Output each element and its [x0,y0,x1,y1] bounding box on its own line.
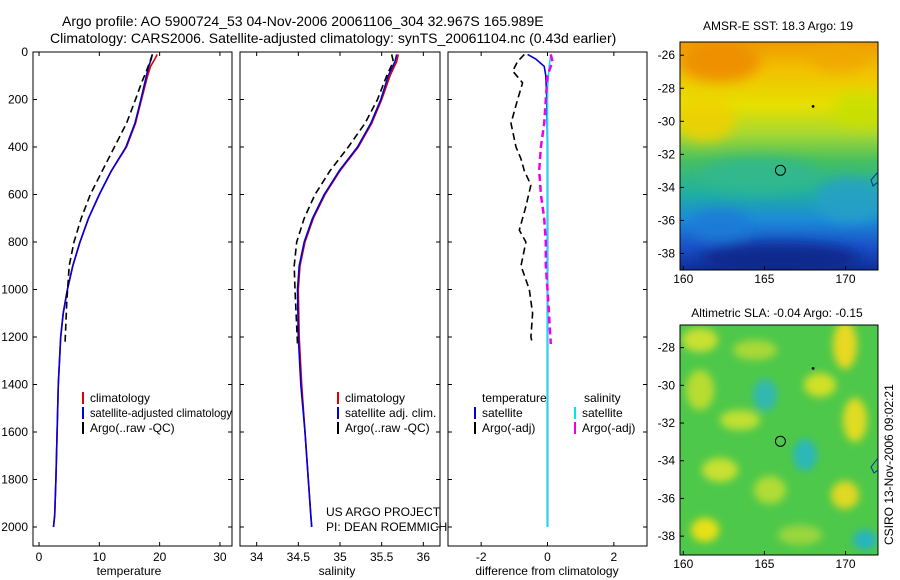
salinity-legend: climatology satellite adj. clim. Argo(..… [337,391,436,435]
y-tick-label: 200 [8,93,28,107]
salinity-axes [239,51,441,547]
y-tick-label: 1000 [1,283,28,297]
temperature-panel: 0 10 20 30 [32,51,233,564]
x-tick-label: 10 [93,550,107,564]
difference-panel: -2 0 2 [447,51,648,564]
series-line-temperature-argo-adj [510,53,534,345]
legend-label-climatology: climatology [345,391,405,405]
footer-project: US ARGO PROJECT [326,505,441,519]
map-y-tick-label: -34 [658,454,676,468]
footer-pi: PI: DEAN ROEMMICH [326,520,447,534]
legend-swatch-climatology [82,392,84,404]
x-tick-label: 34.5 [287,550,311,564]
x-tick-label: 35 [333,550,347,564]
sla-map-field [680,325,878,555]
x-tick-label: -2 [476,550,487,564]
y-tick-label: 1400 [1,378,28,392]
legend-label-temp-argo: Argo(-adj) [482,421,535,435]
sst-map-panel: AMSR-E SST: 18.3 Argo: 19 160 165 170 -26 -2… [658,19,879,286]
vertical-credit: CSIRO 13-Nov-2006 09:02:21 [882,384,896,545]
map-y-tick-label: -32 [658,147,676,161]
legend-label-argo: Argo(..raw -QC) [90,421,175,435]
legend-swatch-satellite-adjusted [82,407,84,419]
legend-label-temp-satellite: satellite [482,406,523,420]
sst-map-field [680,42,878,270]
sla-map-title: Altimetric SLA: -0.04 Argo: -0.15 [691,306,863,320]
map-y-tick-label: -36 [658,491,676,505]
map-y-tick-label: -32 [658,416,676,430]
legend-label-argo: Argo(..raw -QC) [345,421,430,435]
salinity-xlabel: salinity [319,564,356,578]
difference-legend: temperature salinity satellite Argo(-adj… [474,391,635,435]
map-y-tick-label: -30 [658,378,676,392]
y-tick-label: 0 [21,45,28,59]
sst-small-marker [811,105,815,108]
figure-title-line1: Argo profile: AO 5900724_53 04-Nov-2006 … [62,13,544,29]
legend-swatch-sal-satellite [574,407,576,419]
figure-title-line2: Climatology: CARS2006. Satellite-adjuste… [50,30,616,46]
map-x-tick-label: 165 [754,272,774,286]
map-y-tick-label: -38 [658,246,676,260]
y-tick-label: 400 [8,140,28,154]
map-x-tick-label: 170 [836,557,856,571]
series-line-argo-raw-qc [64,54,154,345]
y-tick-label: 2000 [1,520,28,534]
legend-label-sal-argo: Argo(-adj) [582,421,635,435]
legend-label-sal-satellite: satellite [582,406,623,420]
map-y-tick-label: -38 [658,529,676,543]
legend-swatch-sal-argo [574,422,576,434]
legend-label-climatology: climatology [90,391,150,405]
temperature-axes [32,51,233,547]
x-tick-label: 20 [153,550,167,564]
y-tick-label: 1800 [1,473,28,487]
map-x-tick-label: 160 [673,272,693,286]
map-x-tick-label: 170 [836,272,856,286]
legend-label-satellite-adjusted: satellite-adjusted climatology [90,406,232,420]
y-tick-label: 800 [8,235,28,249]
y-tick-label: 1600 [1,425,28,439]
y-tick-label: 1200 [1,330,28,344]
map-x-tick-label: 160 [673,557,693,571]
map-y-tick-label: -34 [658,180,676,194]
map-y-tick-label: -30 [658,114,676,128]
sst-map-title: AMSR-E SST: 18.3 Argo: 19 [703,19,853,33]
map-x-tick-label: 165 [754,557,774,571]
series-line-salinity-argo-adj [537,54,554,345]
series-line-satellite-adj-clim [296,54,398,528]
sla-profile-location-marker [774,435,786,447]
difference-xlabel: difference from climatology [475,564,618,578]
map-y-tick-label: -26 [658,48,676,62]
legend-swatch-argo [82,422,84,434]
series-line-argo-raw-qc [293,54,395,345]
temperature-legend: climatology satellite-adjusted climatolo… [82,391,232,435]
x-tick-label: 30 [213,550,227,564]
map-y-tick-label: -36 [658,213,676,227]
legend-header-salinity: salinity [584,391,621,405]
legend-label-satellite-adj: satellite adj. clim. [345,406,436,420]
sla-coastline [870,457,879,474]
sla-small-marker [811,367,815,370]
legend-swatch-temp-satellite [474,407,476,419]
x-tick-label: 2 [610,550,617,564]
map-y-tick-label: -28 [658,341,676,355]
x-tick-label: 0 [544,550,551,564]
y-tick-label: 600 [8,188,28,202]
x-tick-label: 36 [417,550,431,564]
sst-profile-location-marker [774,164,786,176]
salinity-panel: 34 34.5 35 35.5 36 [239,51,441,564]
legend-swatch-temp-argo [474,422,476,434]
sla-map-panel: Altimetric SLA: -0.04 Argo: -0.15 [658,306,879,571]
legend-swatch-climatology [337,392,339,404]
sst-coastline [870,171,879,187]
legend-header-temperature: temperature [482,391,547,405]
x-tick-label: 0 [36,550,43,564]
legend-swatch-satellite-adj [337,407,339,419]
x-tick-label: 35.5 [370,550,394,564]
temperature-xlabel: temperature [97,564,162,578]
series-line-satellite-adjusted-climatology [52,54,154,528]
legend-swatch-argo [337,422,339,434]
map-y-tick-label: -28 [658,81,676,95]
x-tick-label: 34 [250,550,264,564]
